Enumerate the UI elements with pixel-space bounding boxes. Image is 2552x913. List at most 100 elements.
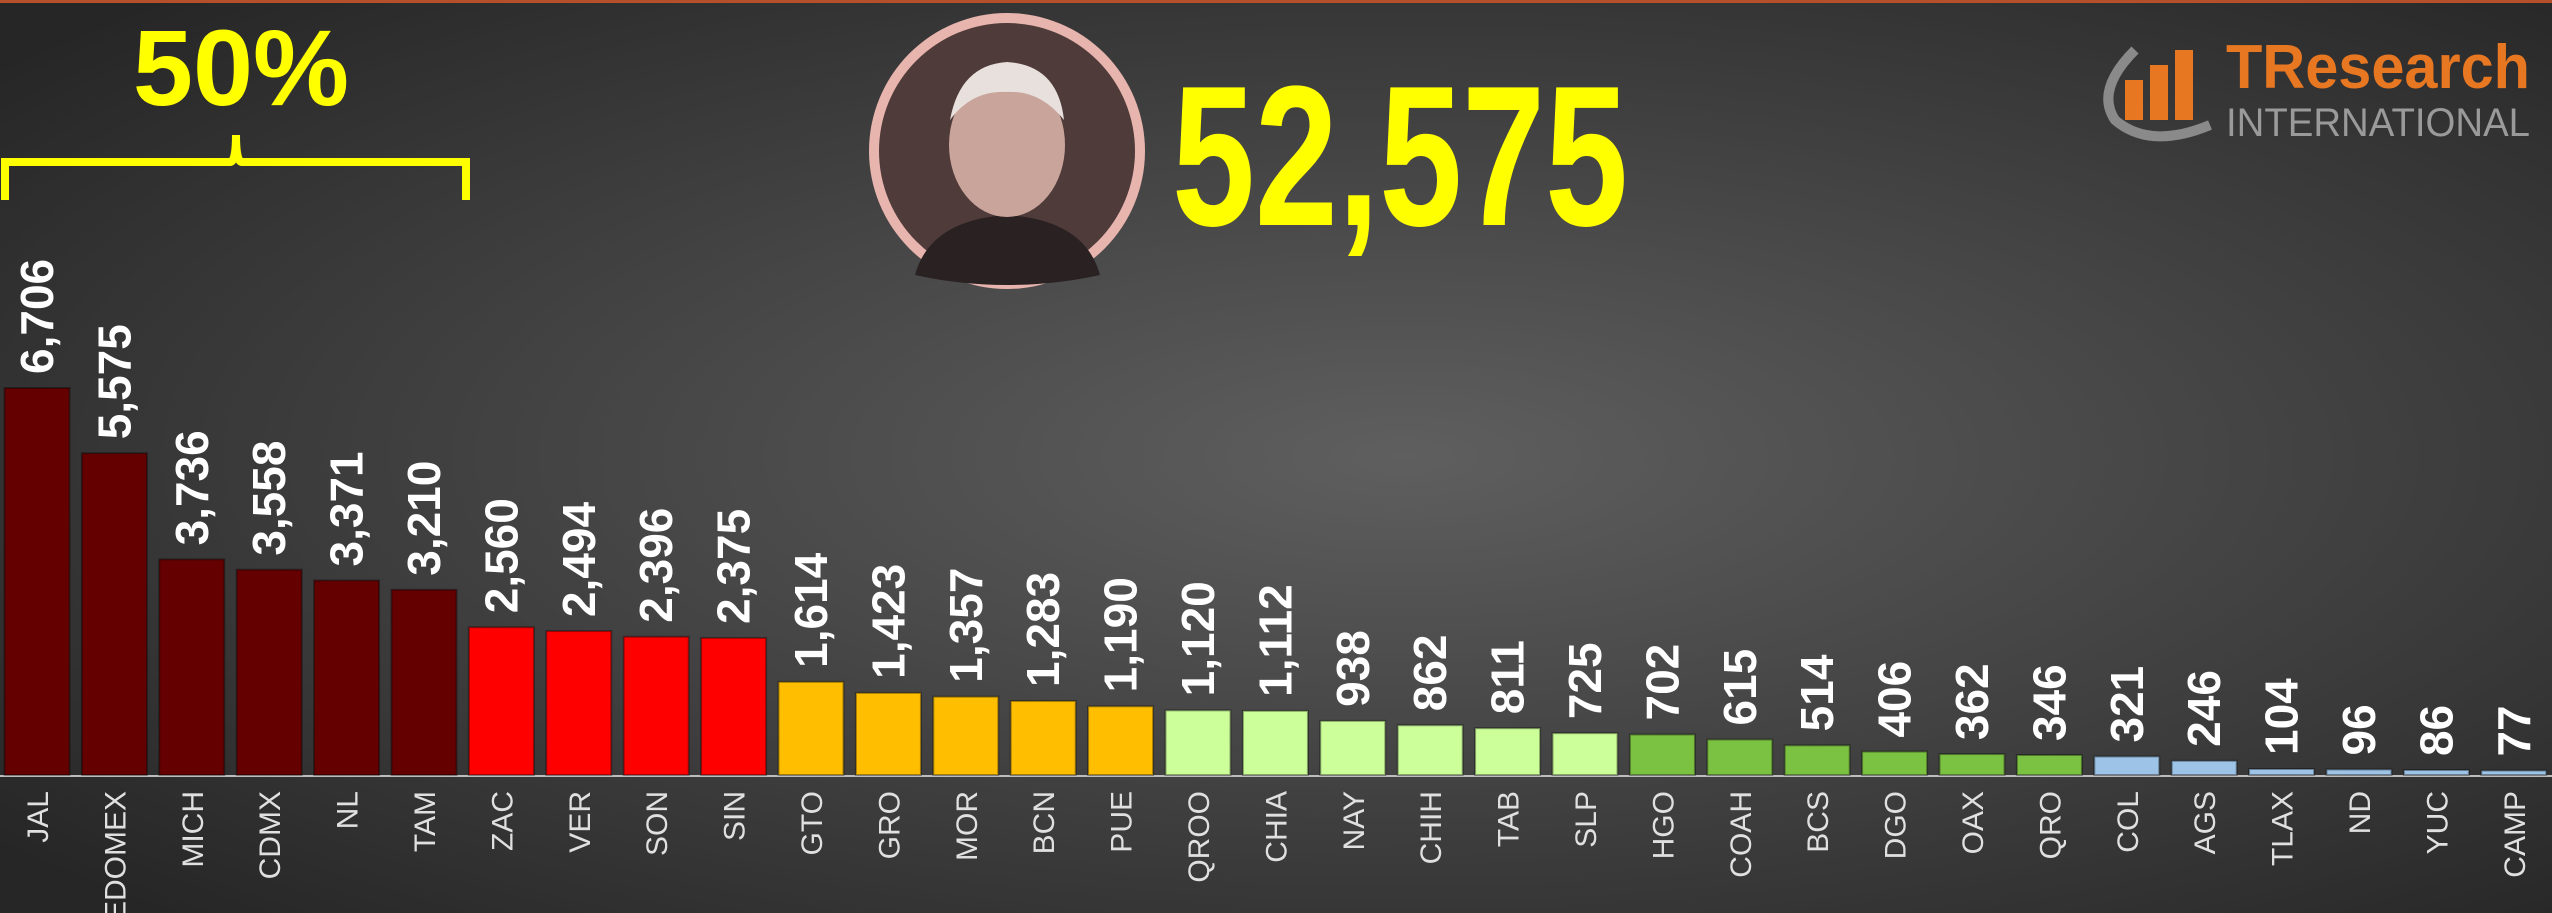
value-label: 346 <box>2023 664 2075 741</box>
value-label: 3,371 <box>321 451 373 566</box>
value-label: 862 <box>1404 635 1456 712</box>
value-label: 104 <box>2256 678 2308 755</box>
value-label: 1,120 <box>1172 581 1224 696</box>
x-tick-label: OAX <box>1957 791 1990 854</box>
x-tick-label: SLP <box>1570 791 1603 848</box>
bar <box>2327 769 2392 775</box>
x-tick-label: CDMX <box>254 791 287 879</box>
bar <box>2249 769 2314 775</box>
bar <box>701 638 766 775</box>
bar <box>546 631 611 775</box>
x-tick-label: CAMP <box>2499 791 2532 878</box>
bar <box>779 682 844 775</box>
value-label: 3,558 <box>243 441 295 556</box>
bar <box>1940 754 2005 775</box>
value-label: 811 <box>1482 640 1534 714</box>
value-label: 1,283 <box>1017 572 1069 687</box>
x-tick-label: TAB <box>1493 791 1526 847</box>
value-label: 2,396 <box>630 508 682 623</box>
value-label: 86 <box>2410 705 2462 756</box>
x-tick-label: GRO <box>873 791 906 859</box>
bar <box>469 627 534 775</box>
value-label: 1,357 <box>940 568 992 683</box>
x-tick-label: NL <box>332 791 365 829</box>
x-tick-label: AGS <box>2189 791 2222 854</box>
x-tick-label: HGO <box>1647 791 1680 859</box>
value-label: 2,375 <box>708 509 760 624</box>
bar <box>1475 728 1540 775</box>
headline: 52,575 <box>1172 45 1628 268</box>
x-tick-label: JAL <box>22 791 55 843</box>
bar <box>392 590 457 775</box>
bar <box>314 580 379 775</box>
x-tick-label: CHIA <box>1260 791 1293 863</box>
bar <box>2094 756 2159 775</box>
x-tick-label: QRO <box>2034 791 2067 859</box>
value-label: 1,614 <box>785 552 837 668</box>
bar <box>1166 710 1231 775</box>
value-label: 96 <box>2333 704 2385 755</box>
x-tick-label: CHIH <box>1415 791 1448 864</box>
bar <box>856 693 921 775</box>
bar <box>1707 740 1772 775</box>
bar <box>1862 752 1927 775</box>
value-label: 3,736 <box>166 430 218 545</box>
x-tick-label: MOR <box>951 791 984 861</box>
x-tick-label: MICH <box>177 791 210 868</box>
chart: 50% 52,575 TResearch INTERNATIONAL 6,706… <box>0 0 2552 913</box>
x-tick-label: EDOMEX <box>99 791 132 913</box>
x-tick-label: BCN <box>1028 791 1061 854</box>
x-tick-label: GTO <box>796 791 829 855</box>
x-tick-label: ND <box>2344 791 2377 834</box>
value-label: 1,423 <box>862 564 914 679</box>
value-label: 362 <box>1946 663 1998 740</box>
logo-bar <box>2125 80 2143 120</box>
value-label: 725 <box>1559 642 1611 719</box>
bar <box>82 453 147 775</box>
bar <box>1320 721 1385 775</box>
bar <box>1553 733 1618 775</box>
bar <box>1398 725 1463 775</box>
x-tick-label: SON <box>641 791 674 856</box>
bar <box>159 559 224 775</box>
value-label: 321 <box>2101 666 2153 743</box>
bar <box>2481 771 2546 775</box>
value-label: 1,190 <box>1095 577 1147 692</box>
x-tick-label: PUE <box>1106 791 1139 853</box>
x-tick-label: QROO <box>1183 791 1216 883</box>
bar <box>1630 734 1695 775</box>
bar <box>1243 711 1308 775</box>
x-tick-label: DGO <box>1880 791 1913 859</box>
value-label: 702 <box>1636 644 1688 721</box>
value-label: 6,706 <box>11 259 63 374</box>
x-tick-label: ZAC <box>486 791 519 851</box>
value-label: 1,112 <box>1249 584 1301 697</box>
value-label: 246 <box>2178 670 2230 747</box>
x-tick-label: TLAX <box>2267 791 2300 866</box>
value-label: 77 <box>2488 705 2540 756</box>
value-label: 2,560 <box>475 498 527 613</box>
value-label: 615 <box>1714 649 1766 726</box>
x-tick-label: COAH <box>1725 791 1758 878</box>
x-tick-label: TAM <box>409 791 442 852</box>
bar <box>624 637 689 775</box>
logo-bar <box>2150 65 2168 120</box>
x-tick-label: SIN <box>719 791 752 841</box>
x-tick-label: NAY <box>1338 791 1371 850</box>
logo-name: TResearch <box>2226 33 2530 102</box>
bar <box>933 697 998 775</box>
bar <box>1785 745 1850 775</box>
x-tick-label: COL <box>2112 791 2145 853</box>
value-label: 2,494 <box>553 502 605 618</box>
top-border <box>0 0 2552 3</box>
annotation: 50% <box>133 7 349 128</box>
bar <box>5 388 70 775</box>
bar <box>2404 770 2469 775</box>
bar <box>1088 706 1153 775</box>
x-tick-label: VER <box>564 791 597 853</box>
value-label: 514 <box>1791 654 1843 731</box>
value-label: 406 <box>1869 661 1921 738</box>
bar <box>2172 761 2237 775</box>
bar <box>237 570 302 775</box>
logo-subtitle: INTERNATIONAL <box>2226 101 2530 145</box>
